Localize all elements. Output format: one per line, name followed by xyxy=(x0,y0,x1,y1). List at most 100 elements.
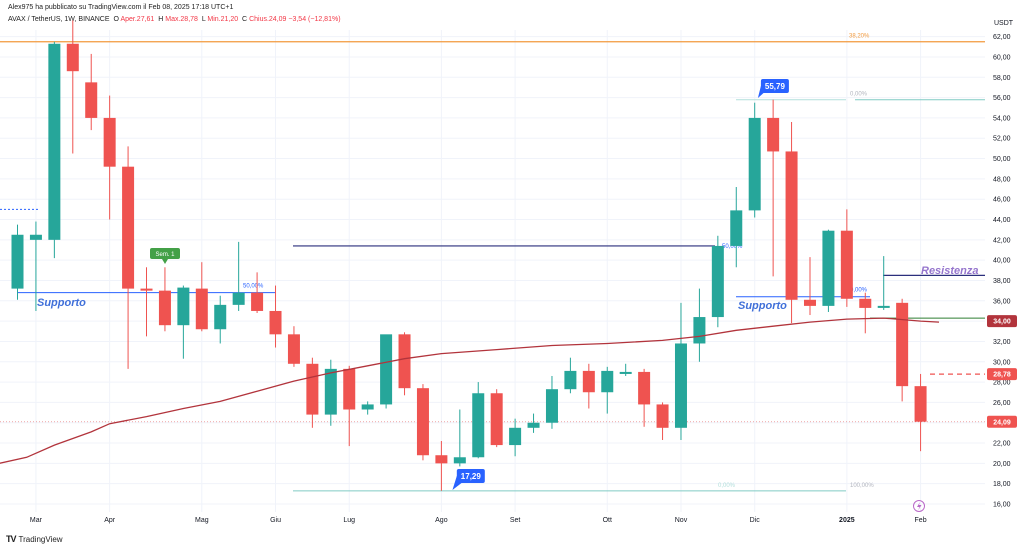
time-tick-label: Mar xyxy=(30,517,43,524)
price-badge xyxy=(987,368,1017,381)
ma-line xyxy=(0,317,940,464)
price-tick-label: 46,00 xyxy=(993,197,1011,204)
fib-mid2-label: 0,00% xyxy=(850,288,868,294)
green-marker-box xyxy=(150,248,180,259)
candle-body xyxy=(48,43,61,240)
time-tick-label: 2025 xyxy=(839,517,855,524)
candle-body xyxy=(177,287,190,326)
candle-body xyxy=(232,292,245,305)
event-bolt-icon-glyph xyxy=(917,502,922,511)
support-left-label: Supporto xyxy=(37,297,86,309)
candle-body xyxy=(195,288,208,330)
candle-body xyxy=(545,389,558,423)
candle-body xyxy=(85,82,98,118)
high-callout-text: 55,79 xyxy=(765,82,786,91)
fib-zero-label: 0,00% xyxy=(718,483,736,489)
time-tick-label: Ott xyxy=(603,517,612,524)
price-badge-text: 24,09 xyxy=(993,419,1011,426)
price-tick-label: 30,00 xyxy=(993,359,1011,366)
candle-body xyxy=(472,393,485,458)
low-callout-box xyxy=(456,469,485,483)
price-tick-label: 20,00 xyxy=(993,461,1011,468)
close-value: Chius.24,09 xyxy=(249,16,287,23)
price-axis[interactable]: USDT16,0018,0020,0022,0024,0026,0028,003… xyxy=(987,0,1024,547)
price-badge-text: 34,00 xyxy=(993,319,1011,326)
candle-body xyxy=(803,299,816,306)
candle-body xyxy=(638,371,651,405)
candle-body xyxy=(380,334,393,405)
candle-body xyxy=(656,404,669,428)
annotations: 55,79 17,29 Sem. 1 Supporto Supporto Resisten… xyxy=(37,79,978,512)
fib-top-right-label: 0,00% xyxy=(850,92,868,98)
price-badge-text: 28,78 xyxy=(993,372,1011,379)
tradingview-logo-icon: TV xyxy=(6,534,16,544)
candles xyxy=(11,20,927,491)
price-tick-label: 16,00 xyxy=(993,502,1011,509)
candle-body xyxy=(11,234,24,289)
candle-body xyxy=(453,457,466,464)
candle-body xyxy=(269,310,282,335)
price-tick-label: 32,00 xyxy=(993,339,1011,346)
candle-body xyxy=(914,386,927,422)
price-tick-label: 58,00 xyxy=(993,75,1011,82)
low-callout-text: 17,29 xyxy=(461,472,482,481)
price-tick-label: 36,00 xyxy=(993,298,1011,305)
fib-hundred-label: 100,00% xyxy=(850,483,874,489)
candle-body xyxy=(324,368,337,415)
time-tick-label: Giu xyxy=(270,517,281,524)
fib-mid-label: 50,00% xyxy=(243,284,264,290)
time-tick-label: Feb xyxy=(915,517,927,524)
close-label: C xyxy=(242,16,248,23)
time-axis[interactable]: Mar Apr Mag Giu Lug Ago Set Ott Nov Dic 2025 Feb xyxy=(30,517,927,524)
candle-body xyxy=(29,234,42,240)
price-tick-label: 26,00 xyxy=(993,400,1011,407)
fib-382-label: 38,20% xyxy=(849,34,870,40)
price-axis-bg xyxy=(987,0,1024,547)
time-tick-label: Nov xyxy=(675,517,688,524)
footer: TV TradingView xyxy=(6,534,63,544)
candle-body xyxy=(859,298,872,308)
candle-body xyxy=(527,422,540,428)
support-right-label: Supporto xyxy=(738,300,787,312)
brand-label: TradingView xyxy=(18,534,63,544)
price-tick-label: 54,00 xyxy=(993,115,1011,122)
candle-body xyxy=(730,210,743,246)
price-tick-label: 40,00 xyxy=(993,258,1011,265)
publisher-text: Alex975 ha pubblicato su TradingView.com… xyxy=(8,4,234,11)
event-bolt-icon xyxy=(913,500,925,512)
ohlc-legend: AVAX / TetherUS, 1W, BINANCE O Aper.27,6… xyxy=(8,16,341,23)
low-value: Min.21,20 xyxy=(207,16,239,23)
candle-body xyxy=(140,288,153,291)
resistance-label: Resistenza xyxy=(921,265,978,277)
candle-body xyxy=(822,230,835,306)
currency-label: USDT xyxy=(994,20,1014,27)
candle-body xyxy=(619,371,632,374)
candle-body xyxy=(251,292,264,311)
candle-body xyxy=(306,363,319,415)
green-marker-text: Sem. 1 xyxy=(155,252,175,258)
price-tick-label: 44,00 xyxy=(993,217,1011,224)
candle-body xyxy=(214,304,227,330)
green-marker-pointer xyxy=(162,259,168,264)
candle-body xyxy=(361,404,374,410)
candle-body xyxy=(785,151,798,300)
open-value: Aper.27,61 xyxy=(120,16,155,23)
high-value: Max.28,78 xyxy=(165,16,198,23)
price-tick-label: 52,00 xyxy=(993,136,1011,143)
candle-body xyxy=(103,117,116,167)
candle-body xyxy=(343,368,356,410)
candle-body xyxy=(601,370,614,393)
price-tick-label: 50,00 xyxy=(993,156,1011,163)
change-value: −3,54 (−12,81%) xyxy=(288,16,341,23)
time-tick-label: Dic xyxy=(750,517,761,524)
price-tick-label: 22,00 xyxy=(993,441,1011,448)
candle-body xyxy=(711,245,724,318)
high-callout-pointer xyxy=(757,86,767,98)
candle-body xyxy=(509,427,522,446)
price-tick-label: 18,00 xyxy=(993,481,1011,488)
price-tick-label: 48,00 xyxy=(993,176,1011,183)
fib-mid-right-label: 50,00% xyxy=(722,244,743,250)
symbol-label: AVAX / TetherUS, 1W, BINANCE xyxy=(8,16,110,23)
price-badge xyxy=(987,415,1017,428)
